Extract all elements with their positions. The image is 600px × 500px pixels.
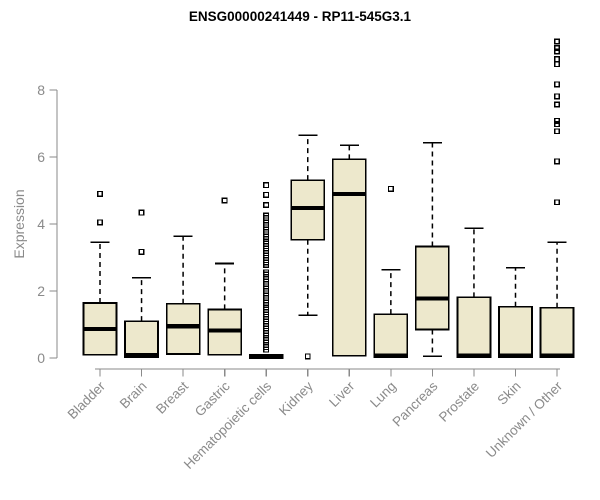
outlier-point bbox=[221, 197, 228, 204]
iqr-box bbox=[415, 245, 450, 331]
x-category-label-gastric: Gastric bbox=[192, 378, 233, 419]
outlier-point bbox=[97, 219, 103, 226]
box-bladder bbox=[82, 190, 118, 356]
outlier-point bbox=[97, 190, 103, 197]
outlier-point bbox=[554, 128, 560, 135]
y-axis-label: Expression bbox=[11, 189, 27, 258]
x-category-label-breast: Breast bbox=[153, 378, 191, 416]
outlier-point bbox=[554, 56, 560, 63]
box-pancreas bbox=[415, 141, 450, 358]
outlier-point bbox=[263, 269, 270, 276]
chart-title: ENSG00000241449 - RP11-545G3.1 bbox=[189, 9, 412, 24]
box-lung bbox=[373, 185, 409, 359]
box-gastric bbox=[207, 197, 242, 356]
x-category-label-unknown-other: Unknown / Other bbox=[483, 378, 566, 461]
box-hematopoietic-cells bbox=[248, 182, 284, 360]
box-breast bbox=[165, 235, 201, 355]
x-category-label-pancreas: Pancreas bbox=[390, 378, 441, 429]
outlier-point bbox=[263, 182, 270, 189]
iqr-box bbox=[456, 296, 492, 359]
outlier-point bbox=[554, 121, 560, 128]
y-tick-label: 6 bbox=[37, 149, 45, 165]
outlier-point bbox=[263, 191, 270, 198]
box-skin bbox=[498, 266, 533, 359]
x-category-label-lung: Lung bbox=[367, 379, 399, 411]
outlier-point bbox=[263, 212, 270, 219]
outlier-point bbox=[554, 158, 560, 165]
box-brain bbox=[124, 209, 159, 359]
outlier-point bbox=[387, 185, 394, 192]
x-category-label-liver: Liver bbox=[326, 378, 358, 410]
outlier-point bbox=[138, 248, 145, 255]
outlier-point bbox=[138, 209, 145, 216]
box-liver bbox=[331, 144, 367, 357]
iqr-box bbox=[124, 320, 159, 359]
x-category-label-brain: Brain bbox=[117, 379, 150, 412]
box-prostate bbox=[456, 227, 492, 359]
box-unknown-other bbox=[539, 38, 575, 359]
outlier-point bbox=[554, 48, 560, 55]
x-category-label-kidney: Kidney bbox=[276, 378, 316, 418]
boxplot-series bbox=[82, 38, 575, 360]
outlier-point bbox=[554, 199, 560, 206]
iqr-box bbox=[165, 302, 201, 355]
outlier-point bbox=[263, 201, 270, 208]
outlier-point bbox=[554, 117, 560, 124]
x-category-label-bladder: Bladder bbox=[65, 378, 109, 422]
outlier-point bbox=[304, 353, 311, 360]
iqr-box bbox=[539, 306, 575, 359]
outlier-point bbox=[554, 81, 560, 88]
x-category-label-skin: Skin bbox=[494, 379, 523, 408]
iqr-box bbox=[498, 305, 533, 359]
outlier-point bbox=[554, 61, 560, 68]
outlier-point bbox=[554, 38, 560, 45]
iqr-box bbox=[331, 158, 367, 357]
y-tick-label: 4 bbox=[37, 216, 45, 232]
x-category-label-prostate: Prostate bbox=[436, 379, 482, 425]
box-kidney bbox=[290, 134, 326, 360]
outlier-point bbox=[554, 45, 560, 52]
iqr-box bbox=[373, 313, 409, 359]
y-tick-label: 0 bbox=[37, 350, 45, 366]
y-tick-label: 8 bbox=[37, 82, 45, 98]
outlier-point bbox=[554, 101, 560, 108]
outlier-point bbox=[554, 93, 560, 100]
y-tick-label: 2 bbox=[37, 283, 45, 299]
